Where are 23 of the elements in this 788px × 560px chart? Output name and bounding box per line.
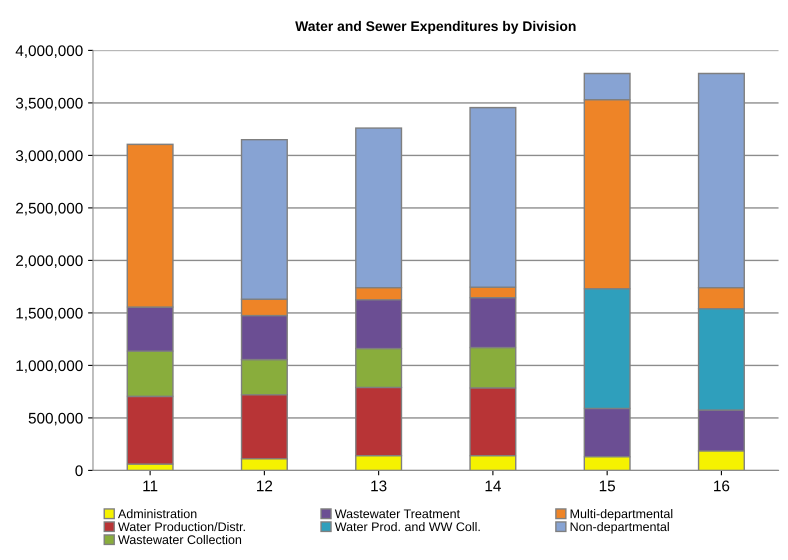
y-tick-label: 0 [75,465,83,476]
legend-label: Water Prod. and WW Coll. [334,522,480,532]
y-tick-label: 3,000,000 [16,150,83,163]
y-tick-label: 4,000,000 [16,45,83,58]
x-tick-label: 16 [714,480,730,492]
x-tick-label: 14 [486,480,501,492]
y-tick-label: 2,500,000 [16,202,83,216]
x-tick-label: 12 [257,480,272,492]
y-tick-label: 3,500,000 [16,98,83,110]
x-tick-label: 11 [143,480,158,492]
y-tick-label: 1,500,000 [16,308,83,320]
legend-label: Administration [118,509,196,518]
legend-label: Wastewater Treatment [334,509,460,518]
y-tick-label: 500,000 [28,412,83,426]
chart-title: Water and Sewer Expenditures by Division [295,20,576,34]
y-tick-label: 1,000,000 [16,360,83,373]
legend-label: Non-departmental [570,522,669,534]
legend-label: Water Production/Distr. [118,522,245,532]
legend-label: Multi-departmental [570,509,672,521]
x-tick-label: 15 [600,480,616,492]
x-tick-label: 13 [371,480,386,492]
y-tick-label: 2,000,000 [16,255,83,268]
legend-label: Wastewater Collection [118,534,242,544]
